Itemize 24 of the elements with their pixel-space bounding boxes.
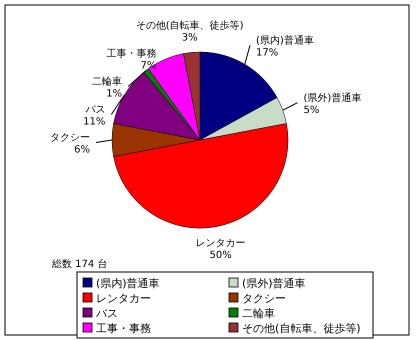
text: 総数 174 台: [51, 258, 108, 270]
legend-label: タクシー: [242, 292, 286, 305]
legend-label: (県外)普通車: [242, 277, 306, 290]
slice-label: (県外)普通車: [303, 92, 362, 104]
legend-label: 工事・事務: [96, 322, 151, 335]
data-label: 17%: [256, 47, 278, 58]
legend-label: 二輪車: [242, 307, 275, 320]
data-label: 3%: [182, 32, 198, 44]
data-label: 5%: [303, 104, 320, 116]
slice-label: タクシー: [50, 132, 90, 144]
slice-label: 工事・事務: [106, 47, 156, 60]
data-label: 11%: [83, 116, 106, 128]
slice-label: その他(自転車、徒歩等): [136, 19, 244, 32]
slice-label: レンタカー: [196, 238, 246, 250]
slice-label: (県内)普通車: [256, 34, 314, 46]
legend-label: レンタカー: [96, 292, 151, 305]
data-label: 1%: [106, 88, 122, 100]
slice-label: バス: [84, 104, 106, 116]
legend-label: (県内)普通車: [96, 277, 160, 290]
data-label: 6%: [74, 144, 90, 156]
legend-label: バス: [95, 307, 118, 320]
slice-label: 二輪車: [92, 75, 122, 88]
legend-label: その他(自転車、徒歩等): [242, 322, 361, 335]
data-label: 50%: [209, 250, 232, 262]
